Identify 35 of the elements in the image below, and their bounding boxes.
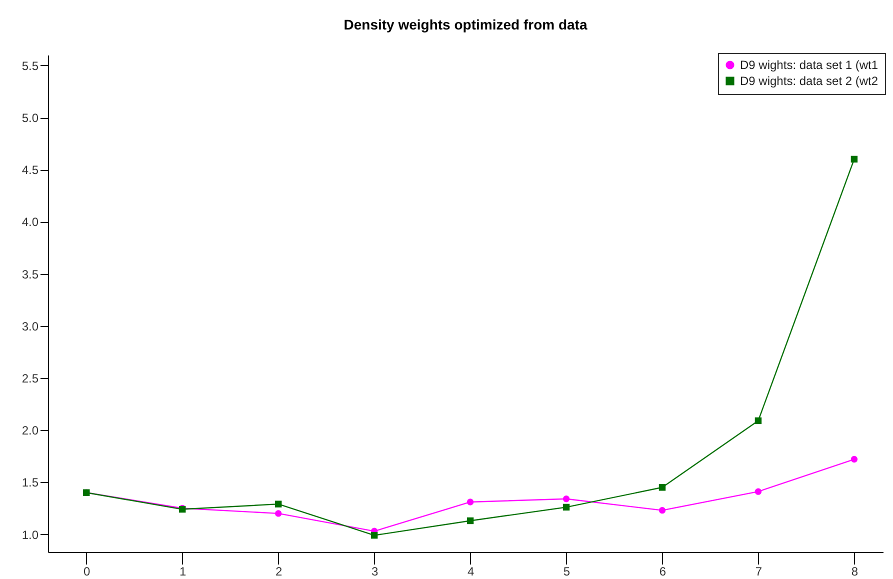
x-tick-label: 6 (659, 564, 666, 578)
x-tick-label: 8 (851, 564, 858, 578)
y-tick-label: 2.0 (22, 424, 39, 438)
point (466, 498, 474, 506)
x-tick-label: 3 (371, 564, 378, 578)
x-tick-label: 4 (467, 564, 474, 578)
legend-label: D9 wights: data set 1 (wt1 (740, 58, 878, 72)
legend-label: D9 wights: data set 2 (wt2 (740, 74, 878, 88)
point (658, 506, 666, 514)
point (466, 517, 474, 524)
y-tick-label: 3.5 (22, 267, 39, 282)
point (850, 156, 858, 163)
chart-title: Density weights optimized from data (344, 16, 588, 32)
point (850, 456, 858, 463)
point (370, 532, 378, 539)
y-tick-label: 1.0 (22, 528, 39, 542)
y-tick-label: 5.5 (22, 58, 39, 73)
x-tick-label: 7 (755, 564, 762, 578)
x-tick-label: 0 (84, 564, 91, 578)
point (562, 496, 570, 502)
y-tick-label: 4.0 (22, 215, 39, 230)
y-tick-label: 4.5 (22, 163, 39, 178)
point (562, 504, 570, 511)
y-tick-label: 2.5 (22, 372, 39, 386)
y-tick-label: 3.0 (22, 319, 39, 334)
point (754, 488, 762, 495)
point (274, 500, 282, 508)
y-tick-label: 5.0 (22, 111, 39, 126)
x-tick-label: 5 (563, 564, 570, 578)
point (658, 484, 666, 491)
point (754, 417, 762, 424)
point (274, 510, 282, 517)
x-tick-label: 2 (276, 564, 282, 578)
y-tick-label: 1.5 (22, 476, 39, 490)
x-tick-label: 1 (180, 564, 187, 578)
